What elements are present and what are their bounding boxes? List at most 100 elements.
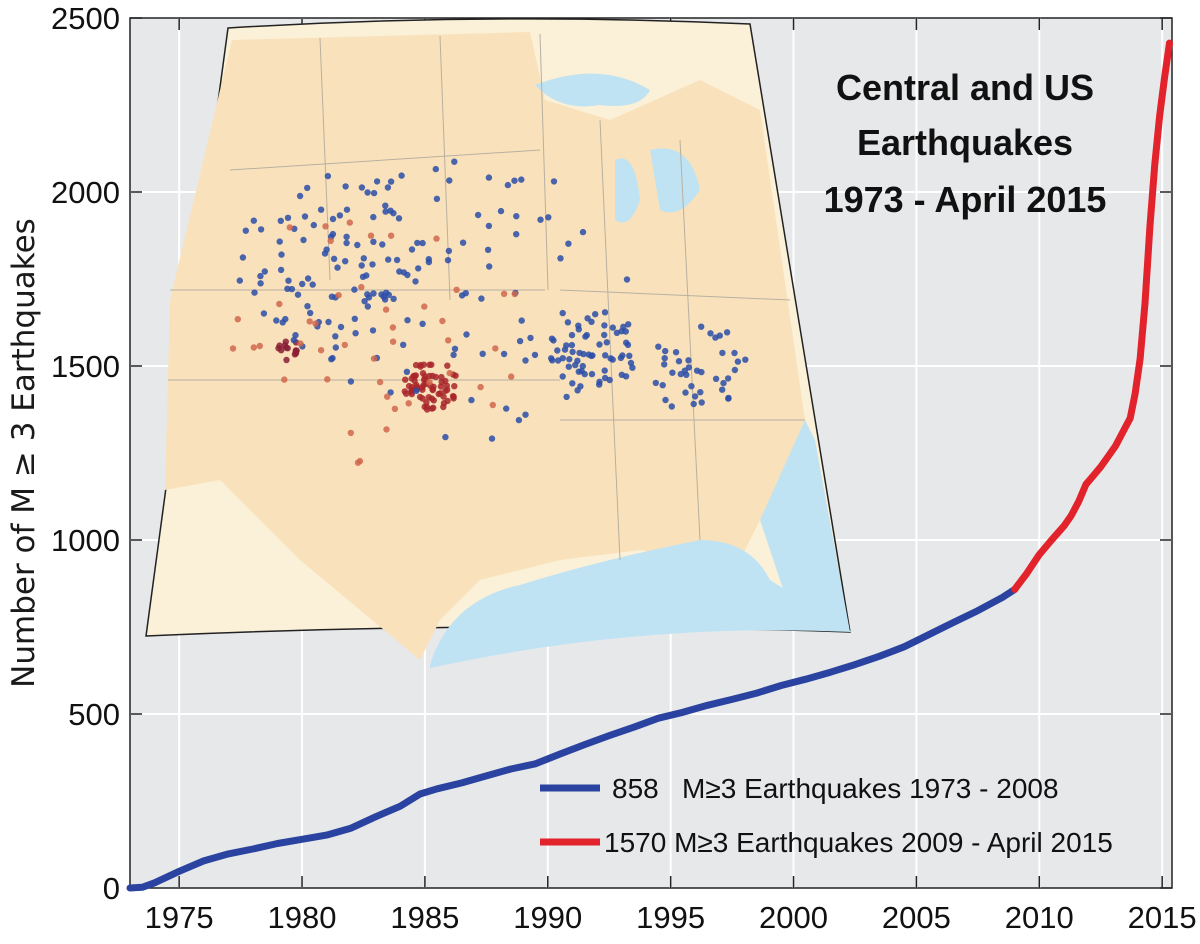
map-earthquake-dot [420,376,428,383]
map-earthquake-dot [354,459,362,466]
x-tick-label: 1975 [145,900,214,935]
map-earthquake-dot [588,318,595,325]
map-earthquake-dot [565,240,572,247]
map-gulf-of-mexico [430,540,852,668]
map-earthquake-dot [391,405,399,412]
map-earthquake-dot [698,323,705,330]
map-earthquake-dot [468,396,475,404]
map-earthquake-dot [312,320,319,327]
map-earthquake-dot [565,363,572,370]
map-earthquake-dot [370,213,377,221]
map-earthquake-dot [579,362,586,370]
map-earthquake-dot [548,335,556,342]
map-earthquake-dot [364,189,371,196]
map-earthquake-dot [618,371,625,378]
map-earthquake-dot [285,277,292,284]
map-earthquake-dot [602,352,609,359]
map-earthquake-dot [451,158,458,165]
map-earthquake-dot [661,355,668,362]
map-earthquake-dot [504,181,512,189]
map-earthquake-dot [387,232,395,239]
map-earthquake-dot [367,232,375,239]
map-earthquake-dot [370,189,378,197]
map-earthquake-dot [413,387,420,394]
map-earthquake-dot [513,231,520,238]
map-earthquake-dot [511,177,518,184]
map-earthquake-dot [479,350,486,357]
map-earthquake-dot [275,345,282,352]
map-atlantic [760,420,850,632]
map-earthquake-dot [569,348,576,356]
map-earthquake-dot [387,389,394,396]
map-earthquake-dot [601,322,608,329]
map-earthquake-dot [301,213,309,220]
map-earthquake-dot [719,386,726,393]
map-earthquake-dot [351,286,358,293]
map-earthquake-dot [250,344,257,351]
map-earthquake-dot [588,370,596,378]
map-earthquake-dot [330,255,338,262]
map-earthquake-dot [731,349,738,357]
map-earthquake-dot [568,331,576,339]
map-earthquake-dot [412,361,420,369]
map-earthquake-dot [283,356,290,364]
map-earthquake-dot [390,295,397,302]
map-earthquake-dot [625,321,632,328]
chart-title: Central and US Earthquakes 1973 - April … [824,67,1107,220]
map-earthquake-dot [576,349,583,357]
map-earthquake-dot [304,184,311,192]
map-earthquake-dot [257,226,265,233]
map-earthquake-dot [277,266,285,274]
title-line-2: Earthquakes [857,122,1073,163]
map-earthquake-dot [734,358,742,365]
map-earthquake-dot [601,367,608,374]
map-earthquake-dot [421,303,428,310]
map-earthquake-dot [419,239,426,247]
map-earthquake-dot [669,369,676,376]
map-earthquake-dot [420,361,427,368]
map-earthquake-dot [419,320,426,327]
map-earthquake-dot [329,215,337,223]
map-earthquake-dot [500,350,508,358]
map-earthquake-dot [382,202,389,209]
map-earthquake-dot [445,337,452,344]
map-earthquake-dot [426,361,433,368]
x-tick-label: 1980 [268,900,337,935]
map-earthquake-dot [393,256,401,264]
map-earthquake-dot [659,382,666,389]
map-earthquake-dot [382,208,389,215]
map-earthquake-dot [433,195,441,202]
map-earthquake-dot [337,323,345,331]
map-earthquake-dot [384,184,392,191]
map-earthquake-dot [497,207,505,215]
map-earthquake-dot [601,309,609,316]
map-earthquake-dot [415,265,422,272]
map-earthquake-dot [300,236,307,244]
x-tick-label: 1990 [513,900,582,935]
map-earthquake-dot [403,368,411,375]
map-earthquake-dot [554,347,561,354]
legend-label-2009-2015: 1570 M≥3 Earthquakes 2009 - April 2015 [604,827,1113,858]
map-earthquake-dot [444,362,451,369]
map-earthquake-dot [324,172,332,180]
map-earthquake-dot [655,343,662,350]
map-earthquake-dot [531,351,539,359]
map-earthquake-dot [606,376,613,384]
map-earthquake-dot [346,219,353,226]
map-earthquake-dot [332,333,339,340]
map-earthquake-dot [563,393,570,401]
map-earthquake-dot [296,192,304,200]
map-earthquake-dot [304,275,312,282]
map-earthquake-dot [385,291,392,298]
map-earthquake-dot [623,276,631,283]
map-earthquake-dot [256,342,263,350]
map-earthquake-dot [428,395,436,402]
map-earthquake-dot [389,324,397,331]
map-earthquake-dot [347,429,354,437]
inset-map [145,18,852,668]
map-earthquake-dot [485,174,493,181]
map-earthquake-dot [603,339,610,346]
map-earthquake-dot [559,355,566,362]
map-earthquake-dot [691,393,699,400]
map-earthquake-dot [370,355,378,362]
